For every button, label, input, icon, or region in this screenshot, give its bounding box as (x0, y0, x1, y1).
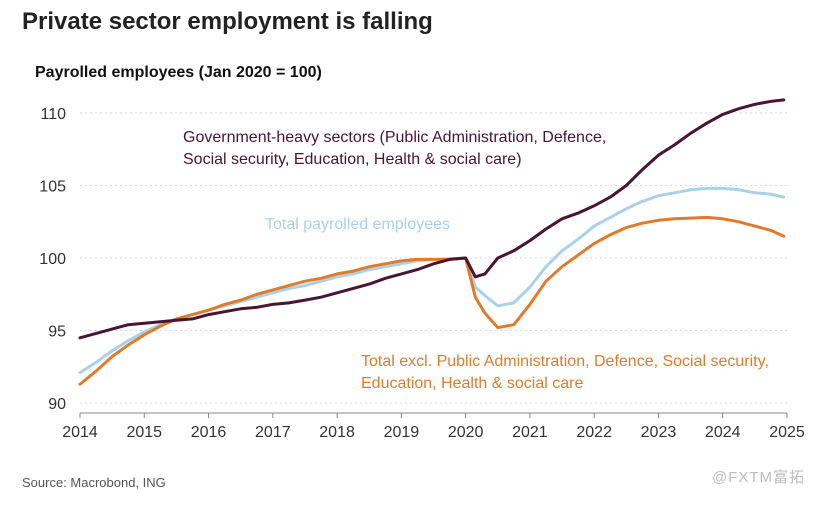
x-tick-label: 2016 (191, 424, 227, 441)
x-tick-label: 2022 (576, 424, 612, 441)
x-tick-label: 2025 (769, 424, 805, 441)
y-tick-label: 95 (48, 324, 66, 341)
government-heavy-sectors-line (78, 98, 786, 340)
private-sector-annotation-line-2: Education, Health & social care (361, 375, 583, 392)
y-tick-label: 110 (40, 106, 66, 123)
series-annotations: Government-heavy sectors (Public Adminis… (183, 129, 769, 392)
x-tick-label: 2024 (705, 424, 741, 441)
private-sector-line (78, 215, 786, 386)
x-tick-label: 2023 (641, 424, 677, 441)
x-tick-label: 2019 (384, 424, 420, 441)
x-tick-label: 2017 (255, 424, 291, 441)
axis-ticks: 90 95 100 105 110 2014 2015 2016 2017 2018 2019 202… (39, 106, 805, 441)
x-tick-label: 2020 (448, 424, 484, 441)
source-note: Source: Macrobond, ING (22, 475, 166, 490)
government-sectors-annotation-line-1: Government-heavy sectors (Public Adminis… (183, 129, 606, 146)
chart-title: Private sector employment is falling (22, 8, 433, 35)
y-axis-label: Payrolled employees (Jan 2020 = 100) (35, 64, 322, 81)
private-sector-annotation-line-1: Total excl. Public Administration, Defen… (361, 353, 769, 370)
y-tick-label: 100 (39, 251, 66, 268)
series-lines (78, 98, 786, 386)
x-tick-label: 2015 (126, 424, 162, 441)
x-tick-label: 2014 (62, 424, 98, 441)
watermark: @FXTM富拓 (712, 469, 806, 486)
total-payrolled-annotation-line-1: Total payrolled employees (265, 216, 450, 233)
government-sectors-annotation-line-2: Social security, Education, Health & soc… (183, 151, 522, 168)
y-tick-label: 90 (48, 396, 66, 413)
y-tick-label: 105 (39, 179, 66, 196)
x-tick-label: 2021 (512, 424, 548, 441)
x-tick-label: 2018 (319, 424, 355, 441)
